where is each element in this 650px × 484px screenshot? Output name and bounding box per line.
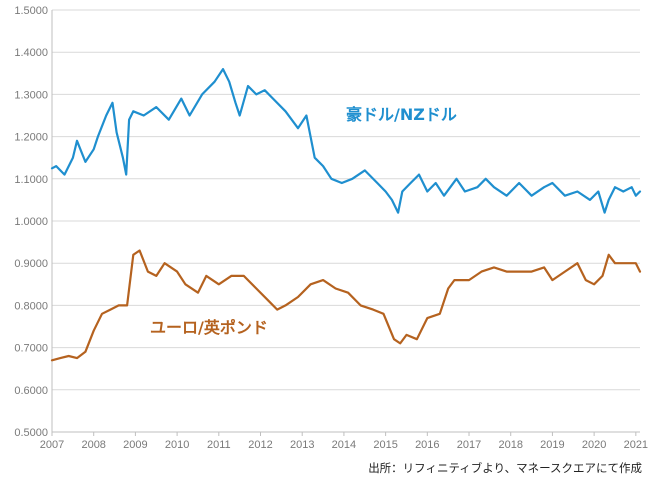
y-tick-label: 0.9000 [14,258,48,270]
source-note: 出所：リフィニティブより、マネースクエアにて作成 [368,461,642,475]
series-line-aud-nzd [50,67,642,214]
x-tick-label: 2019 [540,439,564,451]
x-tick-label: 2008 [81,439,105,451]
y-tick-label: 1.1000 [14,174,48,186]
x-tick-label: 2014 [332,439,356,451]
x-tick-label: 2013 [290,439,314,451]
series-label-aud-nzd: 豪ドル/NZドル [346,105,457,124]
x-tick-label: 2020 [582,439,606,451]
y-tick-label: 0.8000 [14,300,48,312]
x-tick-label: 2010 [165,439,189,451]
y-tick-label: 0.6000 [14,385,48,397]
y-tick-label: 1.4000 [14,47,48,59]
x-axis-ticks: 2007 2008 2009 2010 2011 2012 2013 2014 2015 2016… [40,432,648,451]
y-tick-label: 1.0000 [14,216,48,228]
x-tick-label: 2021 [624,439,648,451]
series-line-eur-gbp [50,249,642,362]
x-tick-label: 2007 [40,439,64,451]
series-lines [50,67,642,362]
y-tick-label: 1.3000 [14,89,48,101]
x-tick-label: 2012 [248,439,272,451]
y-tick-label: 1.2000 [14,132,48,144]
y-tick-label: 0.5000 [14,427,48,439]
y-tick-label: 1.5000 [14,5,48,17]
y-tick-label: 0.7000 [14,343,48,355]
x-tick-label: 2015 [373,439,397,451]
series-label-eur-gbp: ユーロ/英ポンド [150,318,268,337]
x-tick-label: 2009 [123,439,147,451]
series-labels: 豪ドル/NZドル ユーロ/英ポンド [150,105,457,337]
gridlines [51,9,640,433]
x-tick-label: 2011 [207,439,231,451]
y-axis-ticks: 0.5000 0.6000 0.7000 0.8000 0.9000 1.0000 1.10… [14,5,48,439]
x-tick-label: 2018 [498,439,522,451]
x-tick-label: 2017 [457,439,481,451]
x-tick-label: 2016 [415,439,439,451]
